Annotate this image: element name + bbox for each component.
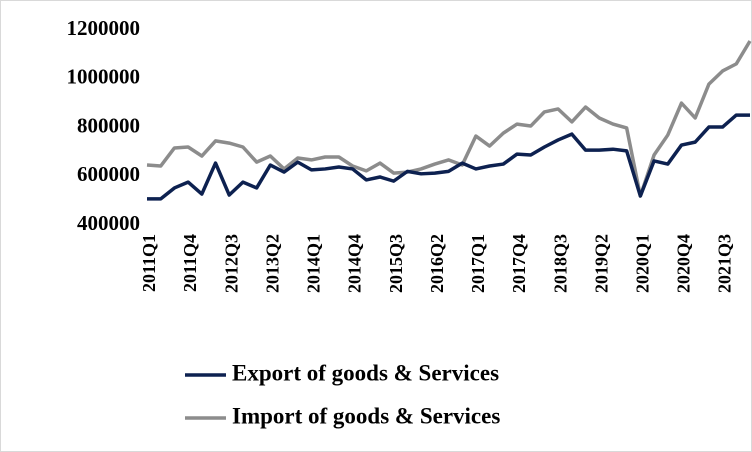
x-tick-label: 2019Q2 xyxy=(591,234,611,293)
legend-label: Export of goods & Services xyxy=(232,360,499,385)
x-tick-label: 2017Q4 xyxy=(509,234,529,293)
x-tick-label: 2021Q3 xyxy=(715,234,735,293)
y-tick-label: 800000 xyxy=(77,113,140,137)
x-tick-label: 2020Q4 xyxy=(674,234,694,293)
legend-label: Import of goods & Services xyxy=(232,403,500,428)
x-tick-label: 2011Q1 xyxy=(139,234,159,292)
x-tick-label: 2020Q1 xyxy=(632,234,652,293)
x-tick-label: 2016Q2 xyxy=(427,234,447,293)
y-tick-label: 1200000 xyxy=(67,16,141,40)
x-tick-label: 2014Q4 xyxy=(345,234,365,293)
x-tick-label: 2013Q2 xyxy=(262,234,282,293)
x-tick-label: 2017Q1 xyxy=(468,234,488,293)
y-tick-label: 400000 xyxy=(77,211,140,235)
y-tick-label: 1000000 xyxy=(67,65,141,89)
x-tick-label: 2018Q3 xyxy=(550,234,570,293)
x-tick-label: 2012Q3 xyxy=(221,234,241,293)
x-tick-label: 2011Q4 xyxy=(180,234,200,292)
x-tick-label: 2014Q1 xyxy=(304,234,324,293)
x-tick-label: 2015Q3 xyxy=(386,234,406,293)
y-tick-label: 600000 xyxy=(77,162,140,186)
series-line xyxy=(147,113,750,201)
